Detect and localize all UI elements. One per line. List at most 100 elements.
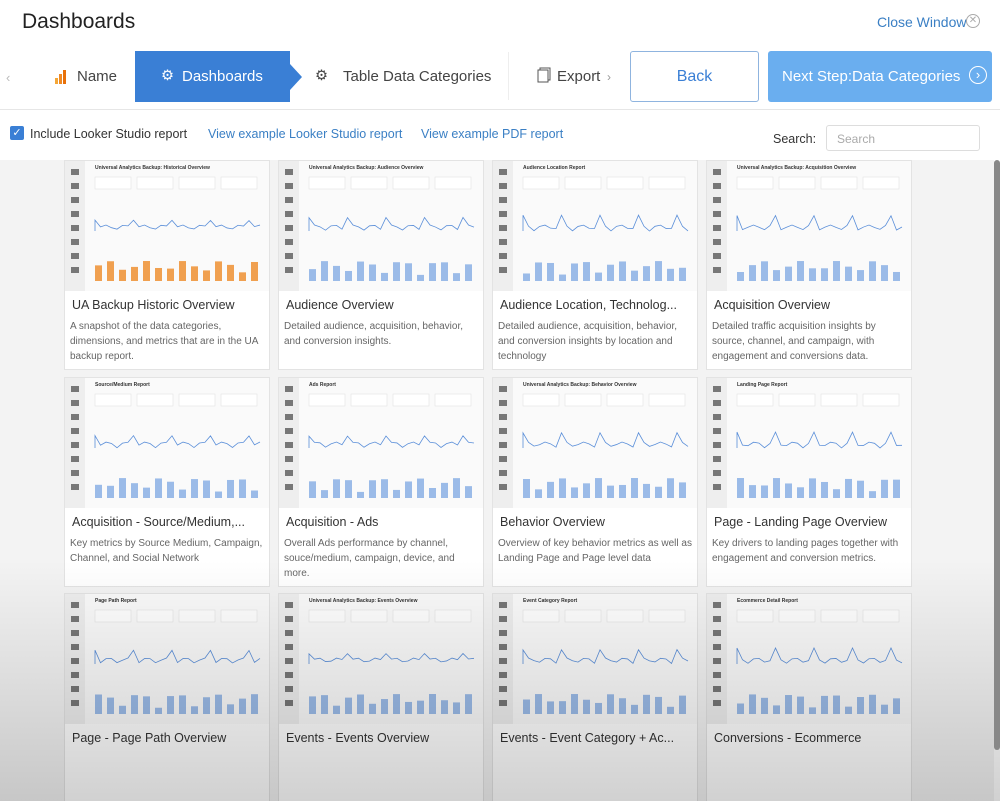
- thumbnail: Universal Analytics Backup: Acquisition …: [707, 161, 911, 291]
- checkbox-label[interactable]: Include Looker Studio report: [30, 127, 188, 141]
- card-title: Conversions - Ecommerce: [714, 731, 862, 745]
- thumb-kpi: [778, 176, 816, 190]
- thumbnail: Landing Page Report: [707, 378, 911, 508]
- thumbnail: Page Path Report: [65, 594, 269, 724]
- close-icon[interactable]: ✕: [966, 14, 980, 28]
- step[interactable]: Name: [77, 68, 118, 85]
- thumb-icon: [285, 456, 293, 462]
- dashboard-card[interactable]: Page Path Report Page - Page Path Overvie…: [64, 593, 270, 801]
- thumb-bar: [679, 695, 686, 714]
- thumb-kpi: [434, 176, 472, 190]
- thumb-bar: [893, 479, 900, 498]
- dashboard-card[interactable]: Source/Medium Report Acquisition - Source…: [64, 377, 270, 587]
- thumb-bar: [881, 704, 888, 714]
- thumb-icon: [71, 386, 79, 392]
- thumb-bar: [357, 491, 364, 498]
- thumb-bar: [773, 478, 780, 498]
- step[interactable]: Table Data Categories: [343, 68, 492, 85]
- thumb-kpi: [564, 176, 602, 190]
- link[interactable]: View example PDF report: [421, 127, 564, 141]
- dashboard-card[interactable]: Universal Analytics Backup: Events Overv…: [278, 593, 484, 801]
- step[interactable]: Export: [557, 68, 601, 85]
- dashboard-card[interactable]: Universal Analytics Backup: Audience Ove…: [278, 160, 484, 370]
- dashboard-card[interactable]: Landing Page Report Page - Landing Page O…: [706, 377, 912, 587]
- thumb-bar: [881, 479, 888, 498]
- thumb-bar: [119, 269, 126, 281]
- dashboard-card[interactable]: Event Category Report Events - Event Cate…: [492, 593, 698, 801]
- thumb-icon: [71, 658, 79, 664]
- thumbnail: Event Category Report: [493, 594, 697, 724]
- options-bar: [0, 109, 1000, 159]
- next-button[interactable]: Next Step:Data Categories ›: [768, 51, 992, 102]
- thumb-icon: [499, 442, 507, 448]
- thumb-line: [522, 214, 689, 232]
- card-title: Audience Location, Technolog...: [500, 298, 677, 312]
- thumb-kpi: [308, 393, 346, 407]
- thumb-icon: [71, 616, 79, 622]
- thumb-icon: [713, 225, 721, 231]
- scrollbar[interactable]: [994, 160, 1000, 750]
- thumb-bar: [535, 262, 542, 281]
- thumb-line: [308, 216, 475, 231]
- dashboard-card[interactable]: Universal Analytics Backup: Behavior Ove…: [492, 377, 698, 587]
- thumb-icon: [71, 169, 79, 175]
- thumb-icon: [713, 183, 721, 189]
- checkbox[interactable]: ✓: [10, 126, 24, 140]
- step[interactable]: Dashboards: [182, 68, 263, 85]
- search-input[interactable]: Search: [826, 125, 980, 151]
- thumb-kpi: [522, 176, 560, 190]
- thumb-bar: [143, 487, 150, 498]
- thumb-title: Landing Page Report: [737, 382, 788, 388]
- thumb-icon: [71, 414, 79, 420]
- thumb-icon: [499, 686, 507, 692]
- thumb-bar: [619, 261, 626, 281]
- thumb-bar: [107, 485, 114, 498]
- thumb-bar: [833, 489, 840, 498]
- dashboard-card[interactable]: Universal Analytics Backup: Historical O…: [64, 160, 270, 370]
- thumb-bar: [155, 707, 162, 714]
- thumb-kpi: [94, 609, 132, 623]
- thumb-icon: [71, 211, 79, 217]
- thumb-title: Audience Location Report: [523, 165, 586, 171]
- thumb-bar: [107, 261, 114, 281]
- link[interactable]: View example Looker Studio report: [208, 127, 403, 141]
- thumb-bar: [571, 694, 578, 714]
- back-button[interactable]: Back: [630, 51, 759, 102]
- thumb-bar: [881, 265, 888, 281]
- thumbnail: Universal Analytics Backup: Events Overv…: [279, 594, 483, 724]
- thumb-kpi: [736, 609, 774, 623]
- dashboard-card[interactable]: Universal Analytics Backup: Acquisition …: [706, 160, 912, 370]
- thumb-icon: [713, 672, 721, 678]
- thumb-bar: [417, 274, 424, 281]
- thumb-bar: [167, 696, 174, 714]
- thumb-kpi: [392, 609, 430, 623]
- thumb-kpi: [648, 393, 686, 407]
- thumb-icon: [71, 225, 79, 231]
- dashboard-card[interactable]: Audience Location Report Audience Locatio…: [492, 160, 698, 370]
- thumb-icon: [499, 267, 507, 273]
- thumb-bar: [405, 481, 412, 498]
- card-title: Events - Events Overview: [286, 731, 430, 745]
- thumb-kpi: [220, 393, 258, 407]
- card-title: Audience Overview: [286, 298, 394, 312]
- thumb-icon: [285, 253, 293, 259]
- thumb-bar: [607, 485, 614, 498]
- thumb-bar: [737, 703, 744, 714]
- thumb-bar: [429, 694, 436, 714]
- dashboard-card[interactable]: Ecommerce Detail Report Conversions - Eco…: [706, 593, 912, 801]
- thumb-kpi: [862, 609, 900, 623]
- thumb-bar: [749, 694, 756, 714]
- close-window[interactable]: Close Window: [877, 14, 967, 30]
- thumb-icon: [285, 169, 293, 175]
- dashboard-card[interactable]: Ads Report Acquisition - Ads Overall Ads p…: [278, 377, 484, 587]
- card-description: Overview of key behavior metrics as well…: [498, 538, 692, 564]
- thumb-icon: [499, 456, 507, 462]
- thumb-bar: [619, 698, 626, 714]
- thumb-kpi: [606, 609, 644, 623]
- thumb-icon: [499, 211, 507, 217]
- thumb-bar: [655, 486, 662, 498]
- active-step[interactable]: [135, 51, 302, 102]
- thumb-icon: [285, 428, 293, 434]
- thumb-bar: [143, 696, 150, 714]
- thumb-bar: [179, 695, 186, 714]
